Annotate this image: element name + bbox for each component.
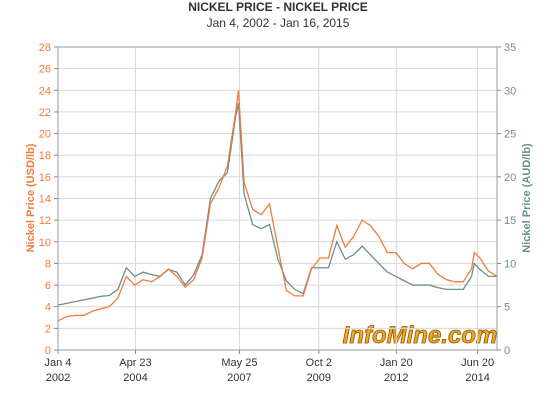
y-tick-label: 20 <box>39 129 51 141</box>
watermark: InfoMine.com <box>343 322 498 349</box>
y2-tick-label: 10 <box>504 258 516 270</box>
y-tick-label: 14 <box>39 194 51 206</box>
y2-tick-label: 15 <box>504 215 516 227</box>
chart-subtitle: Jan 4, 2002 - Jan 16, 2015 <box>207 16 350 30</box>
y2-tick-label: 20 <box>504 172 516 184</box>
plot-frame <box>57 46 498 351</box>
grid <box>57 46 497 351</box>
x-tick-label: Jan 20 2012 <box>380 357 413 384</box>
y-tick-label: 10 <box>39 237 51 249</box>
y2-tick-label: 30 <box>504 85 516 97</box>
y2-tick-label: 25 <box>504 129 516 141</box>
y-tick-label: 18 <box>39 150 51 162</box>
y2-axis-title: Nickel Price (AUD/lb) <box>521 143 533 253</box>
y-tick-label: 0 <box>45 345 51 357</box>
y2-tick-label: 5 <box>504 302 510 314</box>
y-tick-label: 6 <box>45 280 51 292</box>
chart-title: NICKEL PRICE - NICKEL PRICE <box>188 0 368 14</box>
series-line <box>57 103 497 306</box>
x-tick-label: Jan 4 2002 <box>45 357 72 384</box>
y-tick-label: 26 <box>39 64 51 76</box>
x-tick-label: May 25 2007 <box>221 357 257 384</box>
x-tick-label: Apr 23 2004 <box>119 357 151 384</box>
y2-tick-label: 0 <box>504 345 510 357</box>
x-tick-label: Jun 20 2014 <box>461 357 494 384</box>
y-tick-label: 4 <box>45 302 51 314</box>
y-tick-label: 12 <box>39 215 51 227</box>
y-tick-label: 2 <box>45 323 51 335</box>
y-tick-label: 28 <box>39 42 51 54</box>
x-tick-label: Oct 2 2009 <box>306 357 332 384</box>
y-tick-label: 8 <box>45 258 51 270</box>
series-line <box>57 90 498 322</box>
y2-tick-label: 35 <box>504 42 516 54</box>
y-tick-label: 16 <box>39 172 51 184</box>
y-tick-label: 24 <box>39 85 51 97</box>
y-axis-title: Nickel Price (USD/lb) <box>25 143 37 252</box>
y-tick-label: 22 <box>39 107 51 119</box>
